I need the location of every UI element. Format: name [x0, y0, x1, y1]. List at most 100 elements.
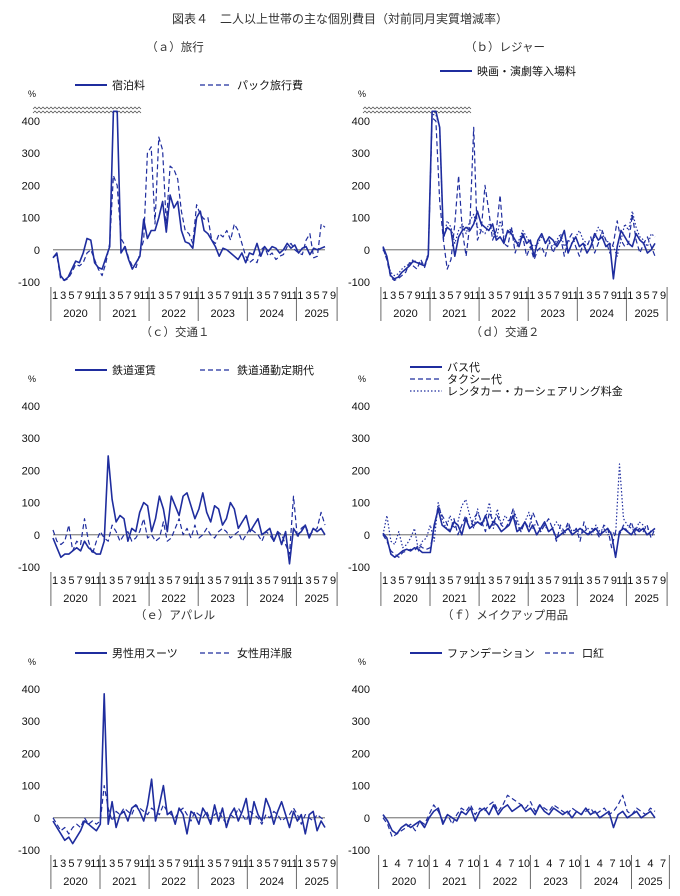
chart-c-xtick-3: 7 — [76, 575, 82, 587]
chart-e-year-2: 2022 — [161, 876, 185, 888]
chart-d-ytick-2: 100 — [352, 498, 370, 510]
chart-b-xtick-7: 3 — [439, 290, 445, 302]
chart-c-xtick-10: 9 — [134, 575, 140, 587]
chart-d-xtick-7: 3 — [439, 575, 445, 587]
chart-c-xtick-30: 1 — [297, 575, 303, 587]
chart-a-xtick-3: 7 — [76, 290, 82, 302]
chart-f-xtick-3: 10 — [417, 858, 429, 870]
chart-e-ytick-1: 0 — [34, 813, 40, 825]
chart-b-xtick-12: 1 — [480, 290, 486, 302]
chart-c-xtick-16: 9 — [183, 575, 189, 587]
chart-c-legend-0: 鉄道運賃 — [75, 363, 156, 377]
chart-a-subtitle: （ａ）旅行 — [146, 40, 204, 54]
chart-f-xtick-12: 1 — [534, 858, 540, 870]
chart-d-legend-1-label: タクシー代 — [447, 373, 502, 386]
chart-d-xtick-33: 7 — [652, 575, 658, 587]
chart-e-xtick-34: 9 — [330, 858, 336, 870]
chart-f-xtick-21: 4 — [647, 858, 653, 870]
chart-c-xtick-8: 5 — [117, 575, 123, 587]
chart-d-xtick-16: 9 — [513, 575, 519, 587]
chart-a-series-1-line — [52, 136, 326, 281]
chart-f-year-3: 2023 — [543, 876, 567, 888]
chart-d-xtick-31: 3 — [635, 575, 641, 587]
chart-e-xtick-25: 3 — [256, 858, 262, 870]
chart-e-legend-1: 女性用洋服 — [200, 646, 292, 660]
chart-f-ytick-4: 300 — [352, 716, 370, 728]
chart-d-series-0-line — [382, 508, 656, 559]
chart-c-xtick-20: 5 — [215, 575, 221, 587]
chart-a-xtick-29: 11 — [286, 290, 297, 302]
chart-a-ytick-3: 200 — [22, 180, 40, 192]
chart-f-xtick-1: 4 — [395, 858, 401, 870]
chart-d-xtick-34: 9 — [660, 575, 666, 587]
chart-f-series-0-line — [382, 804, 656, 835]
chart-c-xtick-22: 9 — [232, 575, 238, 587]
chart-b-xtick-13: 3 — [488, 290, 494, 302]
chart-c-year-4: 2024 — [260, 593, 284, 605]
chart-d-xtick-9: 7 — [456, 575, 462, 587]
chart-a-xtick-6: 1 — [101, 290, 107, 302]
chart-b-xtick-31: 3 — [635, 290, 641, 302]
chart-c-xtick-24: 1 — [248, 575, 254, 587]
chart-e-year-0: 2020 — [63, 876, 87, 888]
chart-a-xtick-22: 9 — [232, 290, 238, 302]
chart-d-year-5: 2025 — [634, 593, 658, 605]
chart-b-xtick-24: 1 — [578, 290, 584, 302]
chart-d-xtick-23: 11 — [567, 575, 578, 587]
chart-e-legend-1-label: 女性用洋服 — [237, 646, 292, 660]
chart-b-ytick-3: 200 — [352, 180, 370, 192]
chart-d-year-2: 2022 — [491, 593, 515, 605]
chart-e-xtick-5: 11 — [90, 858, 101, 870]
chart-b-xtick-20: 5 — [545, 290, 551, 302]
chart-d-xtick-27: 7 — [603, 575, 609, 587]
chart-a-xtick-23: 11 — [237, 290, 248, 302]
chart-b-series-2-line — [382, 114, 656, 277]
chart-e-xtick-4: 9 — [85, 858, 91, 870]
chart-a-xtick-11: 11 — [139, 290, 150, 302]
chart-f: （ｆ）メイクアップ用品% -100 0 100 200 300 400 ファンデーション 口紅 1… — [348, 608, 670, 889]
chart-d-legend-0-label: バス代 — [447, 361, 480, 374]
chart-a-xtick-9: 7 — [126, 290, 132, 302]
chart-d-xtick-3: 7 — [406, 575, 412, 587]
chart-c-year-3: 2023 — [210, 593, 234, 605]
chart-c-xtick-25: 3 — [256, 575, 262, 587]
chart-a-year-0: 2020 — [63, 308, 87, 320]
chart-d-series-1-line — [382, 505, 656, 558]
chart-b-unit: % — [358, 89, 366, 99]
chart-f-year-4: 2024 — [594, 876, 618, 888]
chart-a-truncation-band — [32, 106, 142, 114]
chart-d-ytick-1: 0 — [364, 530, 370, 542]
chart-b-xtick-0: 1 — [382, 290, 388, 302]
chart-d-xtick-1: 3 — [390, 575, 396, 587]
chart-d-legend-1: タクシー代 — [410, 373, 502, 386]
chart-d-xtick-32: 5 — [644, 575, 650, 587]
chart-c-xtick-28: 9 — [281, 575, 287, 587]
chart-f-xtick-2: 7 — [407, 858, 413, 870]
chart-c-xtick-34: 9 — [330, 575, 336, 587]
chart-c-series-0-line — [52, 455, 326, 565]
chart-f-xtick-6: 7 — [458, 858, 464, 870]
chart-d-year-4: 2024 — [590, 593, 614, 605]
chart-b-xtick-8: 5 — [447, 290, 453, 302]
chart-a-xtick-10: 9 — [134, 290, 140, 302]
chart-f-xtick-16: 1 — [584, 858, 590, 870]
chart-c-ytick-4: 300 — [22, 433, 40, 445]
chart-b-year-5: 2025 — [634, 308, 658, 320]
chart-f-subtitle: （ｆ）メイクアップ用品 — [442, 608, 568, 622]
chart-a-xtick-8: 5 — [117, 290, 123, 302]
chart-b-xtick-10: 9 — [464, 290, 470, 302]
chart-a-xtick-24: 1 — [248, 290, 254, 302]
chart-b-year-0: 2020 — [393, 308, 417, 320]
chart-e-xtick-33: 7 — [322, 858, 328, 870]
chart-d-xtick-29: 11 — [616, 575, 627, 587]
chart-c-xtick-31: 3 — [305, 575, 311, 587]
chart-e-xtick-2: 5 — [68, 858, 74, 870]
chart-e-ytick-5: 400 — [22, 684, 40, 696]
chart-b-xtick-27: 7 — [603, 290, 609, 302]
chart-e-xtick-27: 7 — [273, 858, 279, 870]
chart-d-xtick-2: 5 — [398, 575, 404, 587]
chart-c-xtick-11: 11 — [139, 575, 150, 587]
